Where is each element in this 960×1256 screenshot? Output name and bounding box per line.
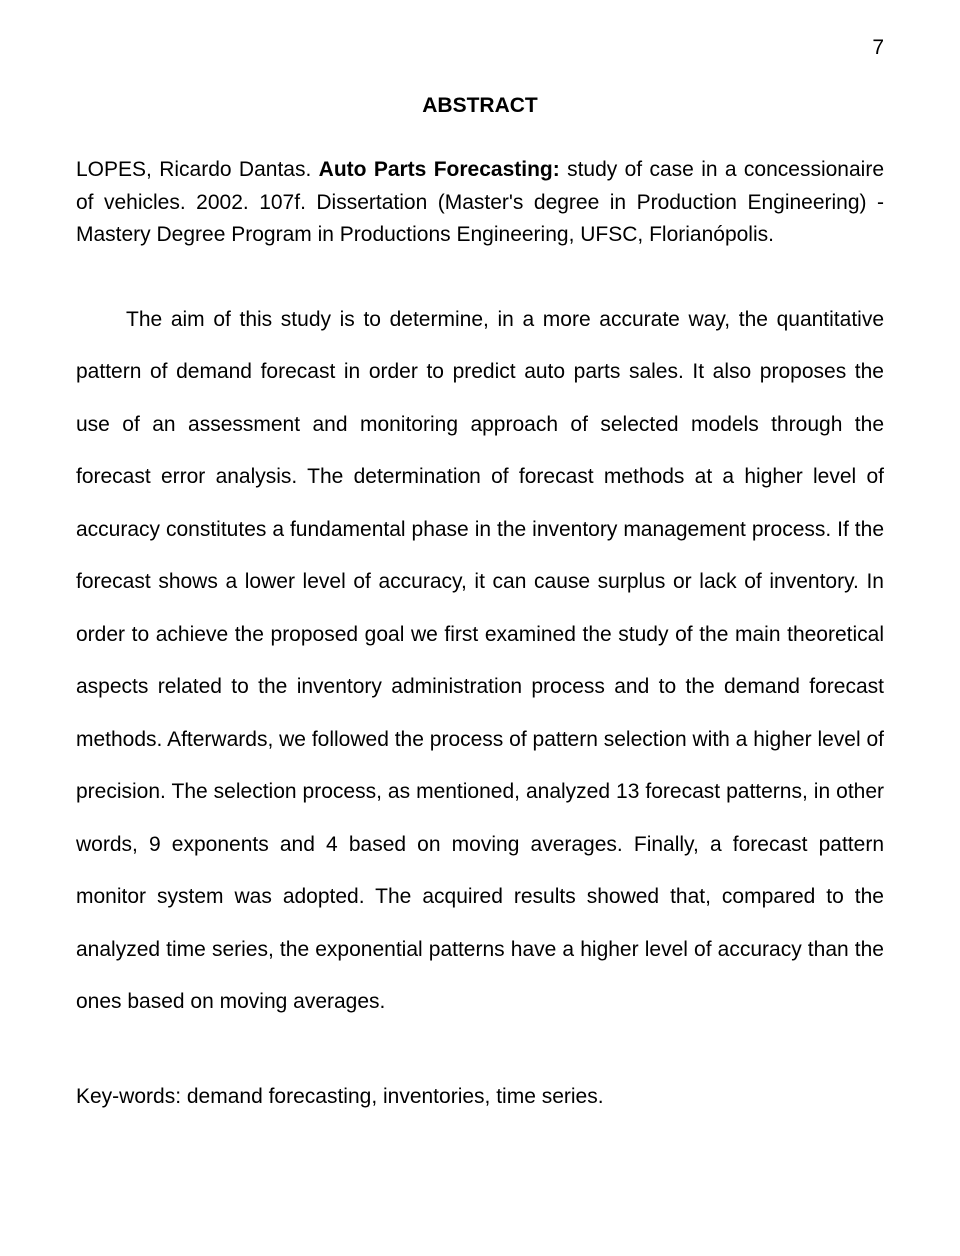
document-page: 7 ABSTRACT LOPES, Ricardo Dantas. Auto P… [0, 0, 960, 1256]
abstract-body: The aim of this study is to determine, i… [76, 294, 884, 1029]
keywords-line: Key-words: demand forecasting, inventori… [76, 1081, 884, 1114]
citation-block: LOPES, Ricardo Dantas. Auto Parts Foreca… [76, 154, 884, 252]
citation-author: LOPES, Ricardo Dantas. [76, 158, 319, 181]
page-number: 7 [76, 36, 884, 60]
citation-title: Auto Parts Forecasting: [319, 158, 560, 181]
abstract-heading: ABSTRACT [76, 94, 884, 118]
